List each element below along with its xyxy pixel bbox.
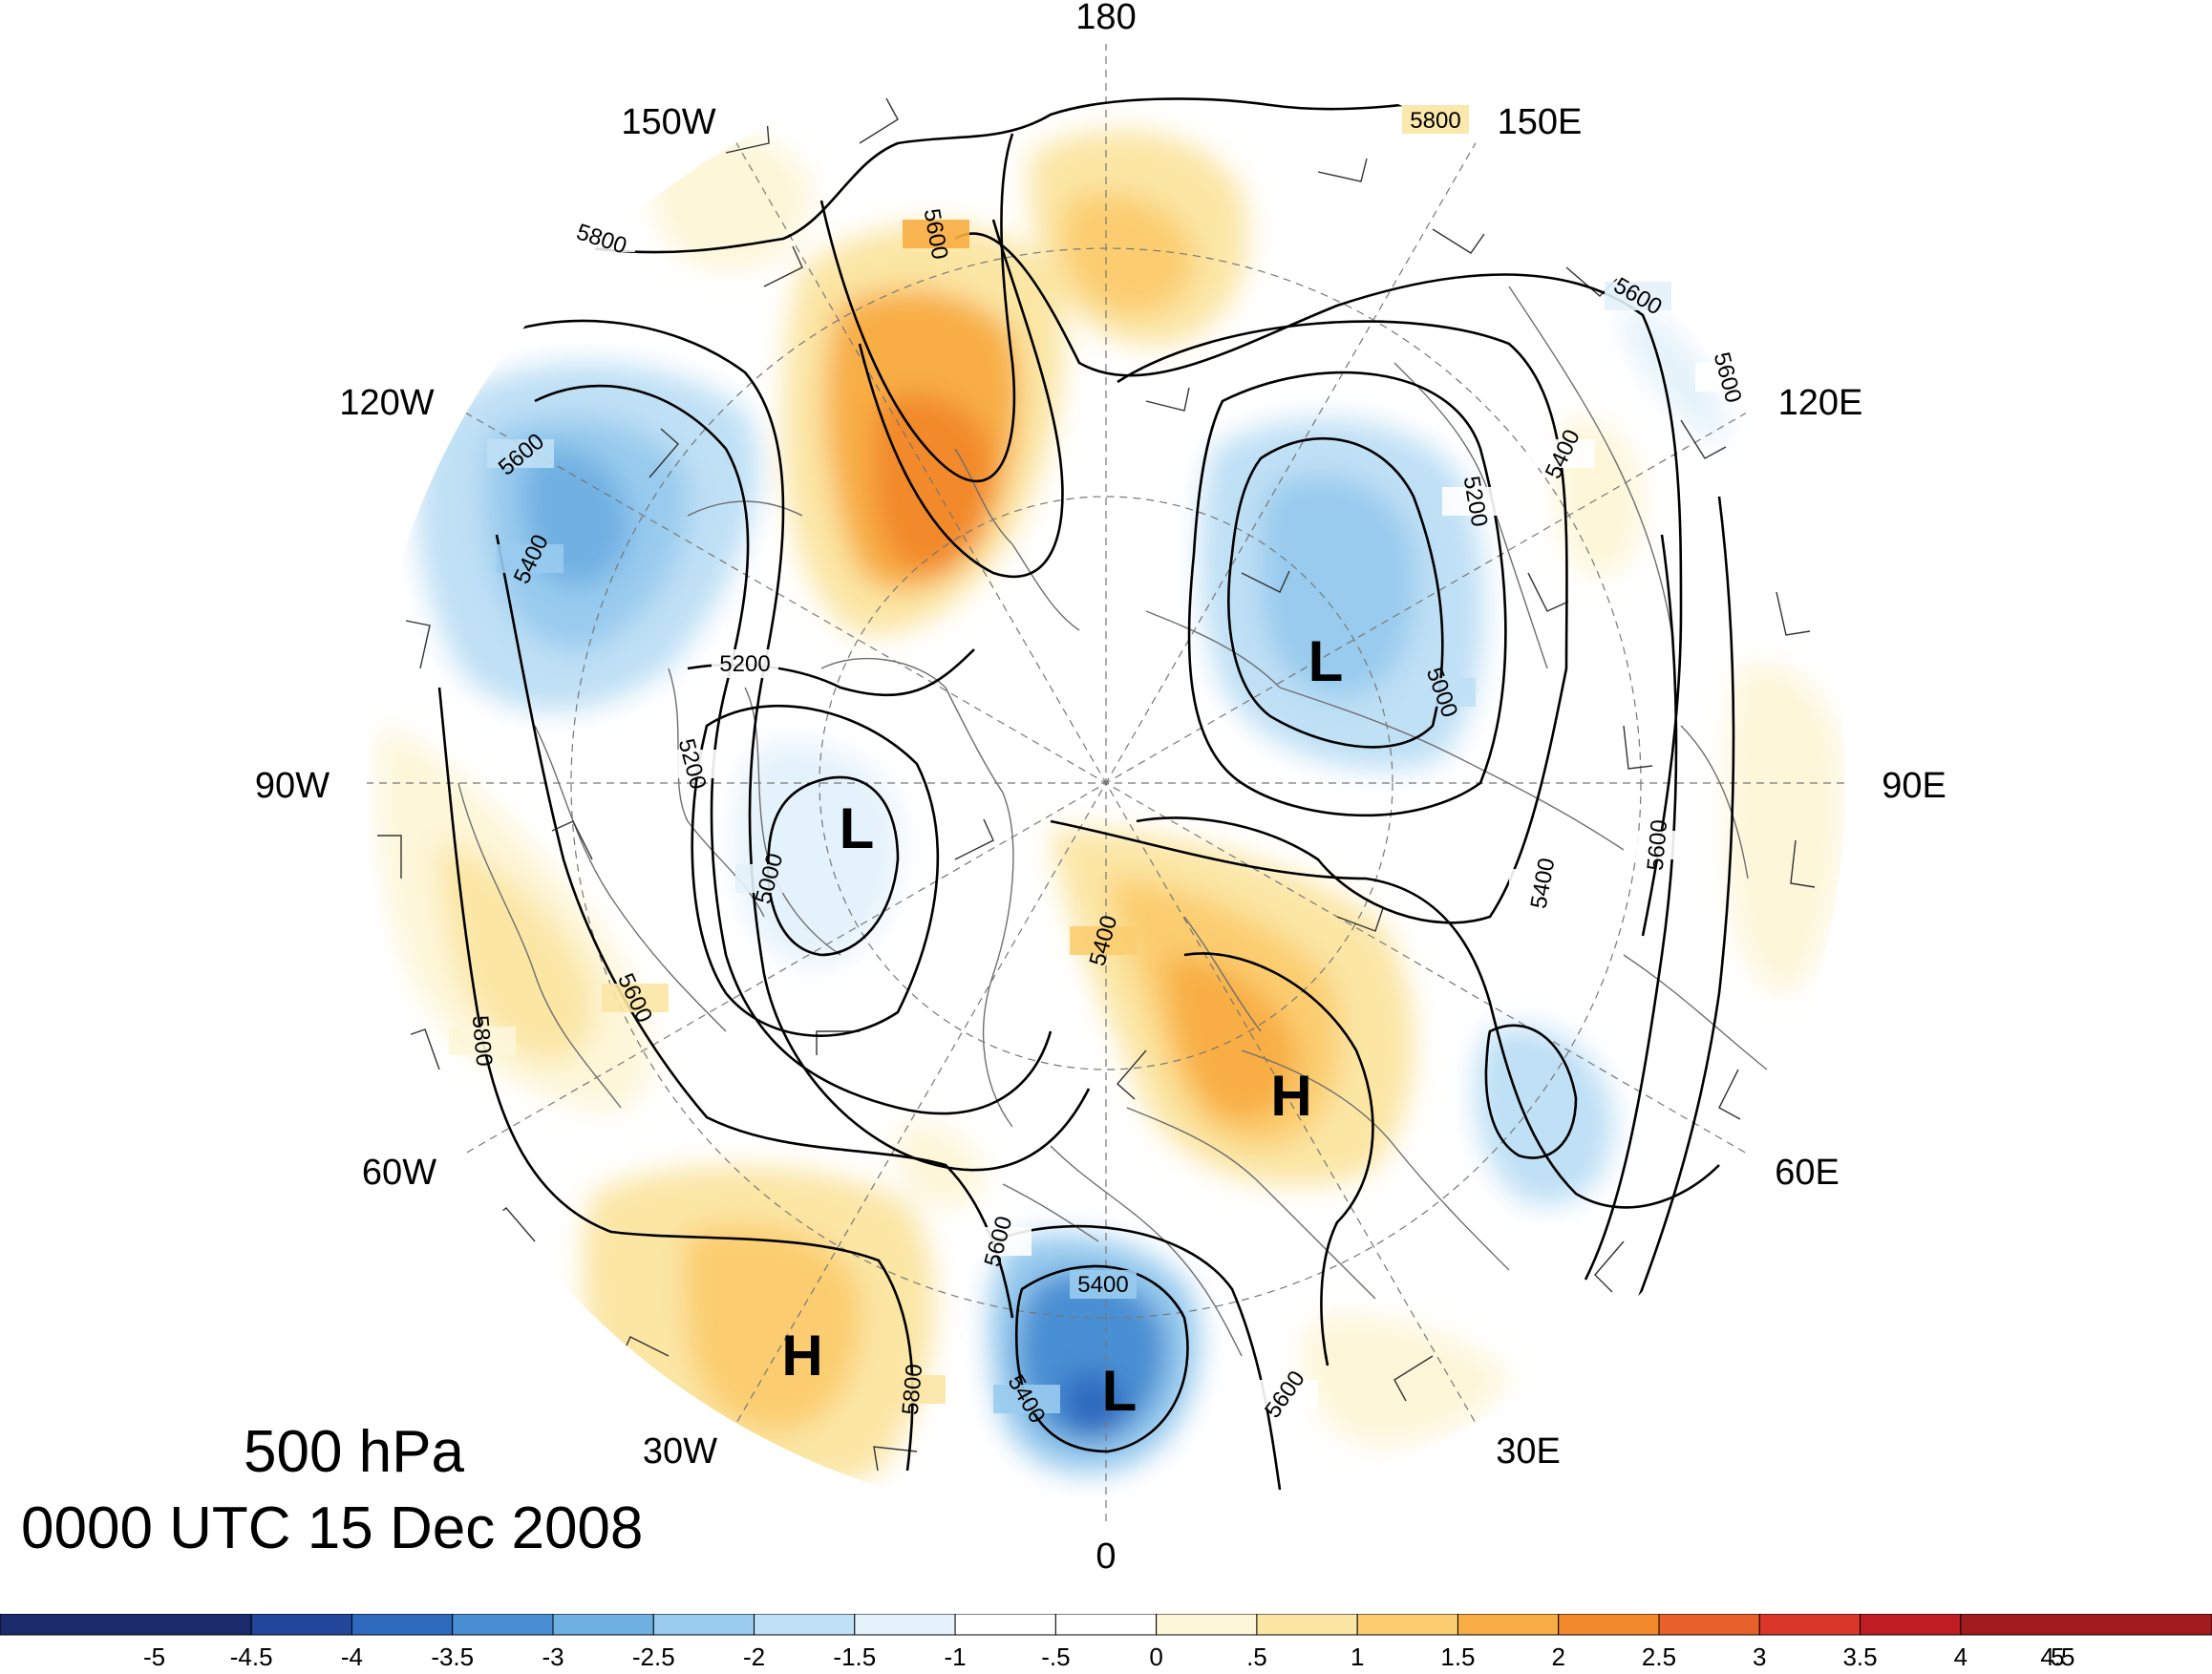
valid-time-title: 0000 UTC 15 Dec 2008 [21, 1495, 644, 1561]
colorbar-swatch [1054, 1614, 1158, 1636]
colorbar-tick-label: 4.5 [2040, 1642, 2074, 1671]
colorbar-swatch [1457, 1614, 1560, 1636]
colorbar-tick-label: 1 [1351, 1642, 1364, 1671]
lon-label-90e: 90E [1882, 766, 1946, 806]
low-pressure-label: L [1308, 629, 1344, 693]
contour-5800-atlantic [437, 687, 914, 1472]
colorbar-swatch [1156, 1614, 1258, 1636]
contour-5800-asia [1622, 496, 1735, 1338]
map-boundary [365, 42, 1847, 1524]
lon-label-30e: 30E [1496, 1431, 1561, 1472]
colorbar-swatch [1658, 1614, 1760, 1636]
anomaly-positive-central-asia [1728, 665, 1843, 993]
colorbar-swatch [0, 1614, 252, 1636]
colorbar-tick-label: -4.5 [230, 1642, 273, 1671]
lon-label-120w: 120W [339, 383, 434, 423]
contour-5800-pacific [591, 94, 1472, 254]
contour-label: 5200 [719, 651, 770, 677]
colorbar-swatch [1860, 1614, 1962, 1636]
anomaly-negative-arctic-canada [735, 742, 900, 964]
contour-label: 5600 [1643, 818, 1673, 872]
contour-5600-atlantic [495, 534, 1014, 1319]
colorbar-tick-label: 1.5 [1440, 1642, 1475, 1671]
high-pressure-label: H [781, 1324, 822, 1388]
contour-label: 5800 [898, 1363, 928, 1416]
contour-label: 5800 [467, 1014, 498, 1068]
contour-label: 5400 [1077, 1272, 1128, 1298]
colorbar-tick-label: 3 [1753, 1642, 1766, 1671]
colorbar-swatch [1256, 1614, 1358, 1636]
contour-label: 5800 [1410, 108, 1460, 134]
colorbar-tick-label: 3.5 [1842, 1642, 1877, 1671]
contour-5600-west-europe [992, 1224, 1282, 1491]
pressure-level-title: 500 hPa [244, 1419, 464, 1485]
lon-label-90w: 90W [255, 766, 330, 806]
contour-5600-asia [1584, 534, 1678, 1281]
longitude-labels: 180 150W 150E 120W 120E 90W 90E 60W 60E … [255, 0, 1946, 1577]
colorbar-swatch [250, 1614, 352, 1636]
contour-5000-siberia [1227, 436, 1444, 749]
low-pressure-label: L [840, 796, 875, 860]
colorbar-swatch [552, 1614, 654, 1636]
coastlines [457, 286, 1768, 1357]
colorbar-tick-label: 5 [2051, 1642, 2064, 1671]
pressure-systems: L L H L H [781, 629, 1343, 1423]
colorbar-tick-label: -4 [341, 1642, 363, 1671]
colorbar-tick-label: 0 [1149, 1642, 1162, 1671]
lon-label-30w: 30W [643, 1431, 717, 1472]
colorbar-swatch [1558, 1614, 1660, 1636]
contour-5600-pacific [954, 232, 1683, 937]
polar-stereographic-map: 5800 5800 5600 5600 5600 5400 5400 5200 … [255, 0, 1946, 1577]
lon-label-180: 180 [1075, 0, 1136, 37]
colorbar-swatch [452, 1614, 554, 1636]
colorbar-swatch [1960, 1614, 2212, 1636]
lon-label-60w: 60W [362, 1153, 436, 1193]
high-pressure-label: H [1270, 1064, 1311, 1128]
colorbar-swatch [1356, 1614, 1458, 1636]
contour-5200-canada-loop [691, 704, 939, 1037]
low-pressure-label: L [1102, 1359, 1138, 1423]
contour-5600-ridge [819, 133, 1016, 483]
colorbar-swatch [652, 1614, 755, 1636]
colorbar-tick-label: -.5 [1041, 1642, 1070, 1671]
lon-label-150w: 150W [621, 102, 715, 142]
colorbar-tick-label: 2.5 [1642, 1642, 1676, 1671]
colorbar-swatch [351, 1614, 454, 1636]
contour-5400-north-america [534, 384, 1053, 1115]
lon-label-150e: 150E [1498, 102, 1583, 142]
contour-5600-east-europe [1050, 819, 1720, 1209]
contour-5400-east-europe [1183, 952, 1374, 1367]
colorbar-tick-label: -1.5 [833, 1642, 876, 1671]
colorbar-swatch [1758, 1614, 1861, 1636]
lon-label-0: 0 [1095, 1536, 1116, 1577]
colorbar-tick-label: 2 [1551, 1642, 1564, 1671]
colorbar: -5 -4.5 -4 -3.5 -3 -2.5 -2 -1.5 -1 -.5 0 .5 1 1.5 2 2.5… [0, 1614, 2212, 1671]
colorbar-swatch [954, 1614, 1056, 1636]
height-contours [437, 94, 1735, 1491]
colorbar-swatch [754, 1614, 856, 1636]
lon-label-120e: 120E [1778, 383, 1863, 423]
contour-5200-siberia [1187, 371, 1507, 817]
contour-5000-canada [766, 775, 900, 957]
colorbar-tick-label: 4 [1954, 1642, 1967, 1671]
colorbar-tick-label: -2 [743, 1642, 765, 1671]
colorbar-tick-label: -2.5 [632, 1642, 675, 1671]
colorbar-tick-label: -3.5 [431, 1642, 474, 1671]
contour-5400-siberia [1117, 320, 1568, 924]
colorbar-swatch [854, 1614, 956, 1636]
lon-label-60e: 60E [1775, 1153, 1840, 1193]
contour-5600-north-america [477, 319, 1091, 1172]
colorbar-tick-label: -3 [542, 1642, 564, 1671]
contour-5400-ural [1484, 1024, 1578, 1159]
colorbar-tick-label: -1 [945, 1642, 967, 1671]
colorbar-tick-label: .5 [1246, 1642, 1267, 1671]
colorbar-tick-label: -5 [143, 1642, 165, 1671]
contour-5400-ridge [858, 219, 1064, 579]
